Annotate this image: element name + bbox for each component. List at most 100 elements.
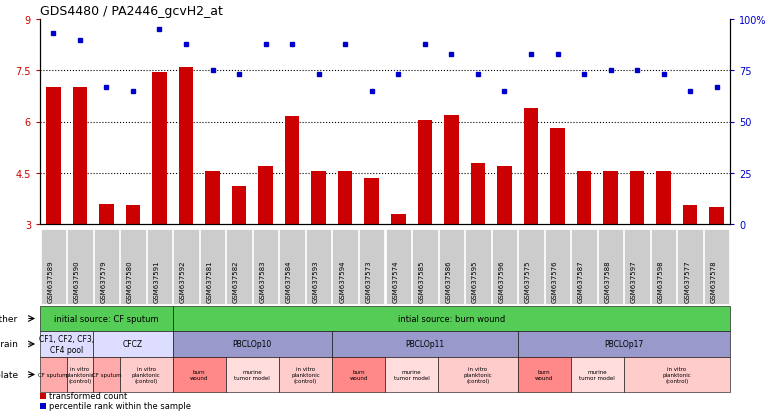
Text: CF sputum: CF sputum — [91, 372, 122, 377]
Bar — [200, 230, 225, 304]
Text: CF1, CF2, CF3,
CF4 pool: CF1, CF2, CF3, CF4 pool — [39, 335, 94, 354]
Bar — [438, 357, 518, 392]
Text: GSM637577: GSM637577 — [684, 260, 690, 302]
Bar — [630, 172, 645, 224]
Text: GSM637580: GSM637580 — [127, 260, 133, 302]
Bar — [120, 230, 146, 304]
Bar — [93, 331, 173, 357]
Text: PBCLOp17: PBCLOp17 — [604, 339, 643, 349]
Bar — [173, 331, 332, 357]
Bar — [285, 117, 300, 224]
Bar — [279, 230, 305, 304]
Bar — [125, 206, 140, 224]
Bar — [465, 230, 491, 304]
Bar — [439, 230, 464, 304]
Bar — [333, 230, 358, 304]
Bar — [571, 230, 597, 304]
Bar — [332, 357, 385, 392]
Text: in vitro
planktonic
(control): in vitro planktonic (control) — [132, 366, 160, 383]
Bar — [603, 172, 618, 224]
Text: GSM637595: GSM637595 — [472, 260, 478, 302]
Text: initial source: CF sputum: initial source: CF sputum — [54, 314, 159, 323]
Bar — [444, 115, 459, 224]
Bar — [67, 230, 93, 304]
Bar — [94, 230, 119, 304]
Bar — [577, 172, 591, 224]
Text: PBCLOp11: PBCLOp11 — [406, 339, 444, 349]
Text: GSM637589: GSM637589 — [47, 260, 53, 302]
Bar — [152, 73, 166, 224]
Text: GSM637576: GSM637576 — [552, 260, 557, 302]
Text: GSM637587: GSM637587 — [578, 260, 584, 302]
Bar — [385, 357, 438, 392]
Text: GSM637574: GSM637574 — [392, 260, 399, 302]
Bar — [338, 172, 352, 224]
Text: strain: strain — [0, 339, 18, 349]
Bar — [67, 357, 93, 392]
Text: PBCLOp10: PBCLOp10 — [233, 339, 272, 349]
Bar — [40, 230, 66, 304]
Text: murine
tumor model: murine tumor model — [580, 369, 615, 380]
Bar — [205, 172, 220, 224]
Text: GSM637575: GSM637575 — [525, 260, 531, 302]
Bar — [391, 214, 406, 224]
Text: in vitro
planktonic
(control): in vitro planktonic (control) — [663, 366, 691, 383]
Bar — [231, 187, 246, 224]
Bar — [173, 306, 730, 331]
Bar — [73, 88, 87, 224]
Bar — [40, 393, 46, 399]
Bar — [651, 230, 676, 304]
Text: burn
wound: burn wound — [349, 369, 368, 380]
Bar — [173, 230, 199, 304]
Text: murine
tumor model: murine tumor model — [235, 369, 270, 380]
Bar — [518, 331, 730, 357]
Text: in vitro
planktonic
(control): in vitro planktonic (control) — [66, 366, 94, 383]
Bar — [311, 172, 326, 224]
Text: CF sputum: CF sputum — [39, 372, 68, 377]
Bar — [40, 357, 67, 392]
Text: GSM637583: GSM637583 — [259, 260, 265, 302]
Bar — [253, 230, 279, 304]
Bar — [598, 230, 623, 304]
Bar — [570, 357, 624, 392]
Bar — [147, 230, 172, 304]
Bar — [259, 166, 273, 224]
Bar — [710, 207, 724, 224]
Bar — [46, 88, 60, 224]
Bar — [518, 357, 570, 392]
Text: intial source: burn wound: intial source: burn wound — [398, 314, 505, 323]
Text: other: other — [0, 314, 18, 323]
Text: GSM637585: GSM637585 — [419, 260, 425, 302]
Bar — [226, 357, 279, 392]
Text: GSM637591: GSM637591 — [153, 260, 159, 302]
Bar — [40, 306, 173, 331]
Text: GSM637597: GSM637597 — [631, 260, 637, 302]
Text: percentile rank within the sample: percentile rank within the sample — [49, 401, 191, 411]
Bar — [332, 331, 518, 357]
Bar — [550, 129, 565, 224]
Bar — [524, 109, 538, 224]
Text: GSM637593: GSM637593 — [313, 260, 319, 302]
Text: GSM637592: GSM637592 — [180, 260, 186, 302]
Text: GSM637598: GSM637598 — [658, 260, 663, 302]
Text: in vitro
planktonic
(control): in vitro planktonic (control) — [464, 366, 492, 383]
Bar — [677, 230, 703, 304]
Bar — [385, 230, 411, 304]
Bar — [624, 357, 730, 392]
Bar — [365, 178, 379, 224]
Text: GSM637584: GSM637584 — [286, 260, 292, 302]
Bar — [40, 331, 93, 357]
Bar — [40, 403, 46, 409]
Bar — [306, 230, 331, 304]
Text: GSM637582: GSM637582 — [233, 260, 239, 302]
Text: GSM637596: GSM637596 — [498, 260, 505, 302]
Bar — [279, 357, 332, 392]
Bar — [656, 172, 671, 224]
Text: GDS4480 / PA2446_gcvH2_at: GDS4480 / PA2446_gcvH2_at — [40, 5, 223, 18]
Text: GSM637586: GSM637586 — [445, 260, 451, 302]
Bar — [471, 163, 485, 224]
Text: GSM637573: GSM637573 — [366, 260, 372, 302]
Bar — [226, 230, 252, 304]
Bar — [120, 357, 173, 392]
Bar — [683, 206, 697, 224]
